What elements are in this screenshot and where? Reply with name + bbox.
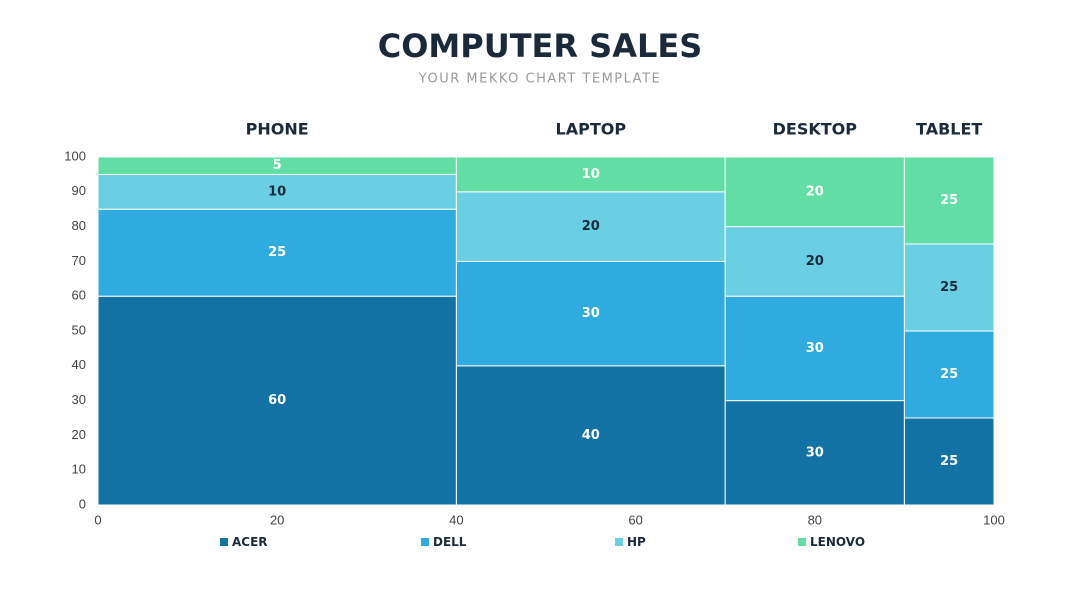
data-label: 20 [806, 184, 824, 199]
y-tick-label: 100 [64, 148, 86, 163]
legend-swatch [421, 538, 429, 546]
segment [97, 208, 457, 297]
segment [903, 330, 995, 419]
y-tick-label: 40 [72, 357, 86, 372]
y-tick-label: 0 [79, 496, 86, 511]
segment [455, 260, 726, 367]
data-label: 5 [273, 158, 282, 173]
data-label: 25 [940, 367, 958, 382]
y-tick-label: 50 [72, 322, 86, 337]
legend-swatch [615, 538, 623, 546]
y-tick-label: 10 [72, 462, 86, 477]
segment [724, 226, 905, 297]
data-label: 10 [268, 184, 286, 199]
x-tick-label: 100 [983, 512, 1005, 527]
chart-title: COMPUTER SALES [378, 27, 703, 65]
y-tick-label: 80 [72, 218, 86, 233]
legend-swatch [220, 538, 228, 546]
category-label: DESKTOP [773, 120, 858, 139]
category-label: PHONE [246, 120, 309, 139]
segment [455, 191, 726, 262]
legend-label: ACER [232, 535, 268, 549]
x-tick-label: 40 [449, 512, 463, 527]
segment [724, 295, 905, 402]
legend-swatch [798, 538, 806, 546]
chart-subtitle: YOUR MEKKO CHART TEMPLATE [418, 72, 661, 87]
segment [724, 156, 905, 228]
segment [97, 295, 457, 506]
legend-label: DELL [433, 535, 467, 549]
y-tick-label: 70 [72, 253, 86, 268]
x-tick-label: 20 [270, 512, 284, 527]
y-tick-label: 30 [72, 392, 86, 407]
segment [903, 417, 995, 506]
data-label: 30 [582, 306, 600, 321]
x-tick-label: 0 [94, 512, 101, 527]
segment [455, 365, 726, 506]
data-label: 20 [806, 254, 824, 269]
legend-label: HP [627, 535, 646, 549]
data-label: 25 [268, 245, 286, 260]
x-tick-label: 80 [808, 512, 822, 527]
data-label: 25 [940, 454, 958, 469]
y-tick-label: 60 [72, 288, 86, 303]
category-label: LAPTOP [556, 120, 627, 139]
data-label: 30 [806, 445, 824, 460]
y-tick-label: 20 [72, 427, 86, 442]
segment [903, 243, 995, 332]
data-label: 30 [806, 341, 824, 356]
data-label: 25 [940, 193, 958, 208]
data-label: 40 [582, 428, 600, 443]
data-label: 60 [268, 393, 286, 408]
category-label: TABLET [916, 120, 982, 139]
y-tick-label: 90 [72, 183, 86, 198]
segment [455, 156, 726, 193]
data-label: 10 [582, 167, 600, 182]
segment [724, 400, 905, 506]
legend-label: LENOVO [810, 535, 865, 549]
segment [903, 156, 995, 245]
data-label: 20 [582, 219, 600, 234]
x-tick-label: 60 [628, 512, 642, 527]
data-label: 25 [940, 280, 958, 295]
